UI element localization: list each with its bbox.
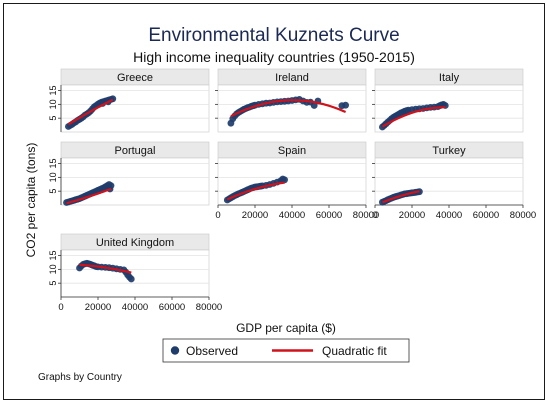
chart-title: Environmental Kuznets Curve: [148, 25, 399, 46]
panel-title: Ireland: [275, 72, 309, 84]
panel-united-kingdom: United Kingdom 5 10 15 0 20000 40000 60000 80000: [48, 233, 222, 313]
y-tick-label: 10: [48, 99, 58, 109]
y-tick-label: 5: [48, 189, 58, 194]
x-tick-label: 40000: [436, 210, 462, 221]
x-tick-label: 20000: [242, 210, 268, 221]
fit-line: [66, 187, 112, 205]
data-point: [281, 176, 288, 184]
x-tick-label: 80000: [510, 210, 536, 221]
x-tick-label: 20000: [85, 302, 111, 313]
panel-title: Turkey: [432, 145, 466, 157]
graphs-by-note: Graphs by Country: [38, 372, 122, 383]
x-tick-label: 20000: [399, 210, 425, 221]
data-point: [310, 102, 318, 109]
x-axis-label: GDP per capita ($): [236, 321, 336, 335]
legend: Observed Quadratic fit: [162, 338, 410, 363]
legend-fit-label: Quadratic fit: [322, 344, 387, 358]
figure-frame: Environmental Kuznets Curve High income …: [3, 3, 545, 400]
panel-spain: Spain 0 20000 40000 60000 80000: [215, 141, 379, 221]
x-tick-label: 60000: [316, 210, 342, 221]
fit-line: [381, 106, 446, 128]
y-tick-label: 15: [48, 159, 58, 169]
panel-plot-area: [374, 84, 524, 133]
y-tick-label: 15: [48, 251, 58, 261]
data-point: [127, 275, 135, 283]
y-tick-label: 5: [48, 281, 58, 286]
fit-line: [67, 98, 114, 126]
x-tick-label: 40000: [122, 302, 148, 313]
panel-title: United Kingdom: [96, 237, 174, 249]
fit-line: [79, 263, 132, 274]
panel-title: Portugal: [115, 145, 156, 157]
x-tick-label: 80000: [353, 210, 379, 221]
y-axis-label: CO2 per capita (tons): [24, 143, 38, 258]
chart-svg: Environmental Kuznets Curve High income …: [24, 25, 536, 383]
chart-subtitle: High income inequality countries (1950-2…: [133, 49, 415, 65]
x-tick-label: 0: [372, 210, 377, 221]
x-tick-label: 40000: [279, 210, 305, 221]
panel-turkey: Turkey 0 20000 40000 60000 80000: [372, 141, 536, 221]
x-tick-label: 60000: [159, 302, 185, 313]
y-tick-label: 5: [48, 116, 58, 121]
panel-greece: Greece 5 10 15: [48, 68, 210, 133]
x-tick-label: 80000: [196, 302, 222, 313]
x-tick-label: 0: [58, 302, 63, 313]
fit-line: [381, 190, 420, 204]
panel-ireland: Ireland: [215, 68, 367, 133]
panel-italy: Italy: [372, 68, 524, 133]
legend-observed-marker: [170, 346, 180, 355]
panel-portugal: Portugal 5 10 15: [48, 141, 210, 206]
legend-observed-label: Observed: [186, 344, 238, 358]
panel-grid: Greece 5 10 15 Ireland Italy Portugal 5 10 15 Spai…: [48, 68, 536, 313]
panel-plot-area: [60, 84, 210, 133]
fit-line: [230, 99, 347, 118]
x-tick-label: 0: [215, 210, 220, 221]
x-tick-label: 60000: [473, 210, 499, 221]
fit-line: [226, 181, 285, 201]
panel-title: Spain: [278, 145, 306, 157]
panel-plot-area: [60, 249, 210, 298]
data-point: [342, 101, 349, 109]
panel-title: Italy: [439, 72, 460, 84]
y-tick-label: 15: [48, 86, 58, 96]
panel-title: Greece: [117, 72, 153, 84]
panel-plot-area: [217, 157, 367, 206]
y-tick-label: 10: [48, 172, 58, 182]
y-tick-label: 10: [48, 264, 58, 274]
